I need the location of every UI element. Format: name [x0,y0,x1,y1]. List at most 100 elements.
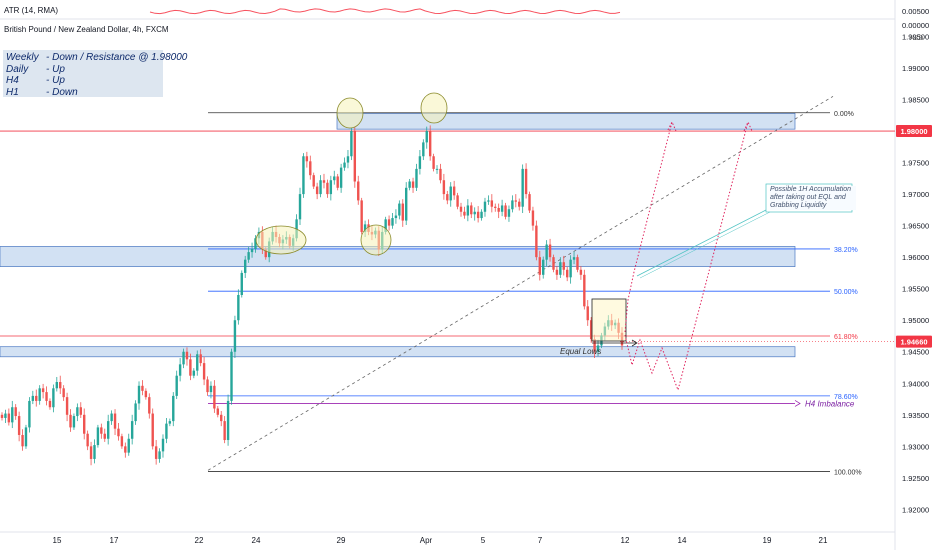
candle-body [69,414,72,428]
candle-body [329,180,333,195]
candle-body [394,215,398,219]
candle-body [244,259,247,273]
highlight-ellipse [336,97,364,129]
candle-body [494,206,497,208]
candle-body [459,206,463,212]
candle-body [360,200,363,232]
candle-body [86,433,89,447]
candle-body [497,207,500,212]
candle-body [346,156,350,163]
y-tick-label: 1.92500 [902,474,929,483]
candle-body [4,413,7,418]
projected-path-2 [624,121,749,392]
candle-body [408,181,411,188]
candle-body [233,320,237,352]
candle-body [432,156,435,169]
candle-body [466,205,470,216]
y-tick-label: 1.93500 [902,411,929,420]
candle-body [76,407,79,417]
candle-body [237,294,240,321]
x-tick-label: 24 [252,536,261,545]
candle-body [113,413,117,429]
x-tick-label: 17 [110,536,119,545]
highlight-ellipse [255,225,307,255]
candle-body [130,421,134,439]
candle-body [189,359,192,376]
x-tick-label: 7 [538,536,543,545]
candle-body [216,408,220,415]
candle-body [182,351,185,365]
candle-body [168,421,172,424]
candle-body [172,395,175,422]
candle-body [230,351,233,401]
candle-body [514,200,518,202]
candle-body [264,249,267,258]
atr-tick-label: 0.00500 [902,7,929,16]
candle-body [52,388,55,408]
candle-body [89,446,93,459]
candle-body [363,224,367,232]
candle-body [593,339,596,352]
y-tick-label: 1.94500 [902,348,929,357]
candle-body [500,205,504,212]
candle-body [62,388,65,398]
candle-body [452,186,456,196]
candle-body [322,180,326,183]
candle-body [339,167,343,188]
candle-body [425,131,428,143]
candle-body [213,385,216,409]
x-tick-label: 21 [819,536,828,545]
candle-body [209,385,213,393]
candle-body [48,400,52,408]
candle-body [473,211,476,215]
candle-body [254,238,257,249]
candle-body [196,354,199,371]
candle-body [418,156,422,169]
y-tick-label: 1.95500 [902,285,929,294]
candle-body [353,131,357,182]
h4-imbalance-label: H4 Imbalance [805,399,855,408]
x-tick-label: 22 [195,536,204,545]
candle-body [178,364,182,376]
fib-label-000: 0.00% [834,111,854,118]
y-tick-label: 1.95000 [902,316,929,325]
candle-body [220,414,223,422]
candle-body [100,427,103,434]
candle-body [124,446,127,453]
symbol-title: British Pound / New Zealand Dollar, 4h, … [4,25,169,34]
candle-body [21,434,24,447]
candle-body [305,156,309,162]
h4-imbalance-arrow [794,400,801,407]
y-tick-label: 1.98500 [902,96,929,105]
candle-body [72,416,76,428]
candle-body [158,451,161,459]
candle-body [35,395,38,401]
candle-body [446,194,449,201]
candle-body [154,446,158,459]
annotation-pointer [636,209,767,277]
candle-body [144,390,148,398]
candle-body [439,168,442,181]
candle-body [31,395,35,401]
candle-body [137,385,141,404]
candle-body [17,416,21,435]
candle-body [572,257,576,260]
candle-body [542,259,545,275]
y-tick-label: 1.99500 [902,32,929,41]
annotation-pointer-2 [639,211,771,279]
candle-body [343,162,346,168]
x-tick-label: 5 [481,536,486,545]
candle-body [490,200,494,207]
candle-body [161,438,165,452]
candle-body [315,186,319,195]
candle-body [562,262,565,270]
bias-notes-box: Weekly - Down / Resistance @ 1.98000 Dail… [3,50,187,98]
candle-body [401,203,404,221]
candle-body [103,433,106,439]
x-tick-label: Apr [420,536,433,545]
candle-body [55,382,59,389]
candle-body [148,397,151,414]
candle-body [531,210,535,226]
